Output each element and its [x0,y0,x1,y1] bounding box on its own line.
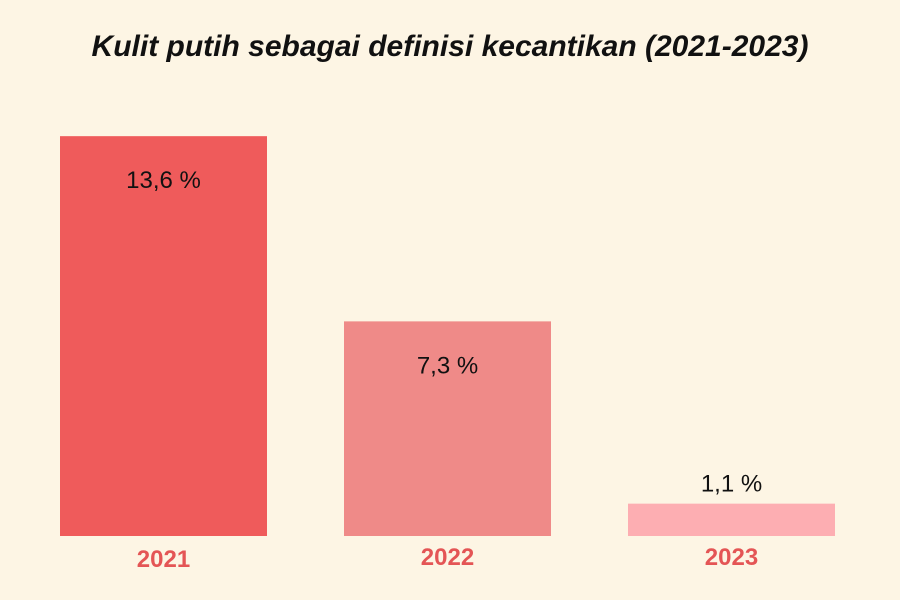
value-label-2023: 1,1 % [701,471,762,498]
value-labels-group: 13,6 % 7,3 % 1,1 % [126,167,762,498]
category-label-2023: 2023 [705,544,758,571]
value-label-2021: 13,6 % [126,167,201,194]
bars-group [60,136,835,536]
bar-2023 [628,503,835,536]
category-label-2021: 2021 [137,546,190,573]
chart-title: Kulit putih sebagai definisi kecantikan … [91,30,809,63]
category-labels-group: 2021 2022 2023 [137,544,758,573]
bar-2021 [60,136,267,536]
category-label-2022: 2022 [421,544,474,571]
value-label-2022: 7,3 % [417,352,478,379]
bar-2022 [344,321,551,536]
